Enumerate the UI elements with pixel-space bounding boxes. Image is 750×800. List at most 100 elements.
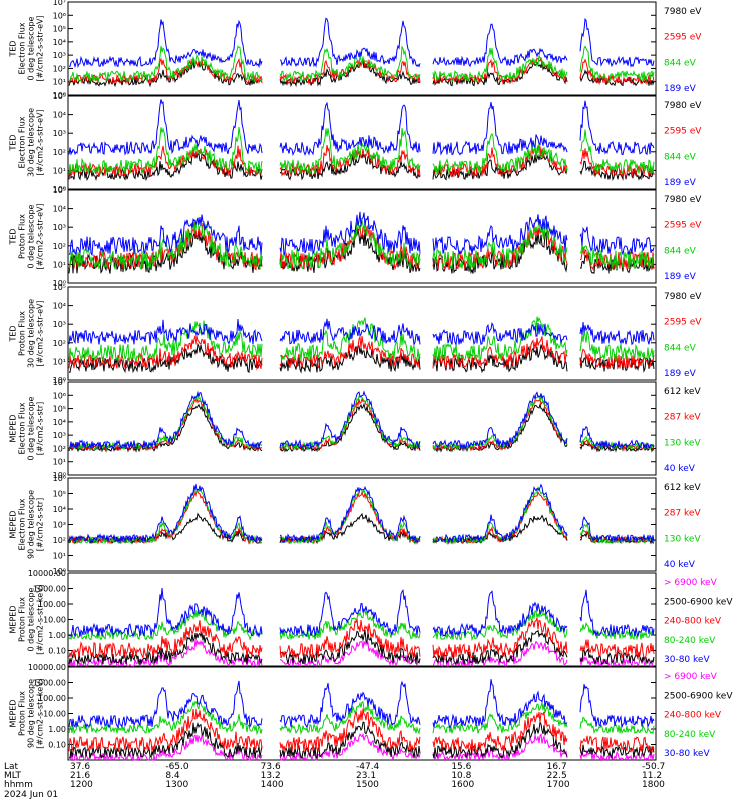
mlt-tick: 11.2 <box>642 771 662 781</box>
y-axis-label-line: TED <box>9 325 18 342</box>
series-line <box>68 145 655 179</box>
panel-4: 10⁰ 10¹ 10² 10³ 10⁴ 10⁵ 7980 eV 2595 eV 844 eV 18… <box>9 283 703 385</box>
y-tick-label: 10⁰ <box>53 279 66 288</box>
y-axis-label-line: [#/cm2-s-str-eV] <box>36 203 45 269</box>
y-tick-label: 10⁰ <box>53 567 66 576</box>
series-line <box>68 126 655 176</box>
hhmm-tick: 1700 <box>547 780 570 790</box>
legend-label: 2595 eV <box>664 318 702 328</box>
legend-label: 130 keV <box>664 438 701 448</box>
y-axis-label-line: Electron Flux <box>18 22 27 74</box>
series-line <box>69 732 655 762</box>
y-axis-label-line: Proton Flux <box>18 311 27 356</box>
series-line <box>68 45 655 83</box>
panel-frame <box>67 189 657 284</box>
y-axis-label-line: TED <box>9 40 18 57</box>
series-line <box>68 609 655 642</box>
mlt-tick: 10.8 <box>451 771 471 781</box>
lat-tick: -50.7 <box>642 762 665 772</box>
y-tick-label: 10² <box>53 64 66 73</box>
y-axis-label: MEPED Proton Flux 0 deg telescope [#/cm2-s-… <box>9 584 45 655</box>
y-tick-label: 10.00 <box>43 710 66 719</box>
y-tick-label: 10⁵ <box>53 405 66 414</box>
series-line <box>68 316 655 363</box>
y-tick-label: 10⁵ <box>53 490 66 499</box>
y-tick-label: 10¹ <box>53 357 66 366</box>
panel-frame <box>67 381 657 476</box>
y-tick-label: 10¹ <box>53 166 66 175</box>
legend-label: 287 keV <box>664 509 701 519</box>
panel-frame <box>67 286 657 381</box>
legend-label: 30-80 keV <box>664 749 710 759</box>
y-tick-label: 10⁶ <box>53 474 66 483</box>
time-axis-row-label: Lat <box>4 762 19 772</box>
y-axis-label-line: MEPED <box>9 511 18 539</box>
y-tick-label: 10⁴ <box>53 111 66 120</box>
panel-8: 0.10 1.00 10.00 100.00 1000.00 10000.00 > 6900… <box>9 663 733 762</box>
y-tick-label: 10³ <box>53 320 66 329</box>
y-tick-label: 10¹ <box>53 260 66 269</box>
legend-label: 612 keV <box>664 483 701 493</box>
y-tick-label: 10² <box>53 339 66 348</box>
y-axis-label-line: 0 deg telescope <box>27 587 36 651</box>
legend-label: 2595 eV <box>664 33 702 43</box>
time-axis-row-label: MLT <box>4 771 22 781</box>
series-line <box>68 228 655 275</box>
series-line <box>68 152 655 182</box>
y-axis-label-line: Electron Flux <box>18 402 27 454</box>
y-axis-label-line: [#/cm2-s-str-eV] <box>36 15 45 81</box>
y-axis-label-line: 30 deg telescope <box>27 108 36 177</box>
y-tick-label: 0.10 <box>48 741 66 750</box>
y-tick-label: 10⁷ <box>53 378 66 387</box>
y-tick-label: 10² <box>53 444 66 453</box>
hhmm-tick: 1400 <box>261 780 284 790</box>
legend-label: 2500-6900 keV <box>664 691 733 701</box>
y-axis-label-line: [#/cm2-s-str-keV] <box>36 678 45 749</box>
series-line <box>69 17 655 69</box>
mlt-tick: 8.4 <box>165 771 180 781</box>
panel-2: 10⁰ 10¹ 10² 10³ 10⁴ 10⁵ 7980 eV 2595 eV 844 eV 18… <box>9 92 703 194</box>
y-axis-label-line: MEPED <box>9 415 18 443</box>
y-tick-label: 10² <box>53 536 66 545</box>
y-tick-label: 10000.00 <box>28 569 66 578</box>
legend-label: > 6900 keV <box>664 578 718 588</box>
legend-label: 30-80 keV <box>664 655 710 665</box>
y-tick-label: 10³ <box>53 521 66 530</box>
legend-label: 80-240 keV <box>664 730 716 740</box>
series-line <box>68 629 655 666</box>
legend-label: 240-800 keV <box>664 711 722 721</box>
legend-label: 2595 eV <box>664 127 702 137</box>
y-axis-label: TED Electron Flux 0 deg telescope [#/cm2-s-… <box>9 15 45 81</box>
y-axis-label-line: 90 deg telescope <box>27 490 36 559</box>
lat-tick: 15.6 <box>451 762 471 772</box>
panel-frame <box>67 1 657 96</box>
panel-6: 10⁰ 10¹ 10² 10³ 10⁴ 10⁵ 10⁶ 612 keV 287 keV 130 k… <box>9 474 702 576</box>
mlt-tick: 22.5 <box>547 771 567 781</box>
legend-label: 7980 eV <box>664 101 702 111</box>
y-tick-label: 10000.00 <box>28 663 66 672</box>
series-line <box>68 720 655 760</box>
y-axis-label: TED Electron Flux 30 deg telescope [#/cm2-s… <box>9 108 45 177</box>
series-line <box>68 708 655 754</box>
y-tick-label: 10² <box>53 242 66 251</box>
legend-label: 844 eV <box>664 58 697 68</box>
y-tick-label: 10⁴ <box>53 302 66 311</box>
hhmm-tick: 1300 <box>165 780 188 790</box>
legend-label: 189 eV <box>664 178 697 188</box>
y-tick-label: 10⁴ <box>53 505 66 514</box>
y-tick-label: 10³ <box>53 223 66 232</box>
series-line <box>68 617 655 660</box>
legend-label: 2500-6900 keV <box>664 597 733 607</box>
y-tick-label: 10³ <box>53 431 66 440</box>
legend-label: 7980 eV <box>664 7 702 17</box>
series-line <box>68 99 655 157</box>
legend-label: > 6900 keV <box>664 672 718 682</box>
legend-label: 240-800 keV <box>664 617 722 627</box>
panel-frame <box>67 95 657 190</box>
y-tick-label: 10⁰ <box>53 471 66 480</box>
series-line <box>68 390 655 450</box>
lat-tick: -65.0 <box>165 762 189 772</box>
panel-7: 0.10 1.00 10.00 100.00 1000.00 10000.00 > 6900… <box>9 569 733 668</box>
